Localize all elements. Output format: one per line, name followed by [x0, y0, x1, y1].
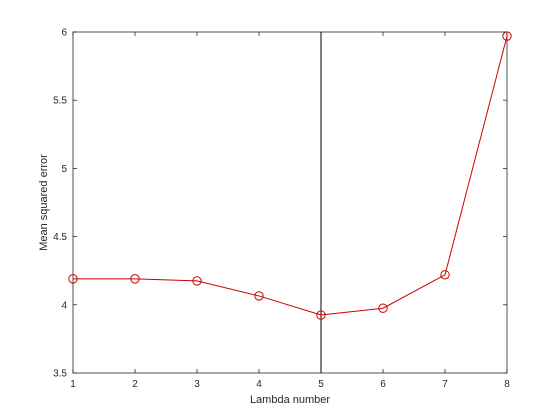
- x-tick-label: 1: [70, 379, 76, 390]
- y-axis-label: Mean squared error: [38, 154, 50, 251]
- x-tick-label: 4: [256, 379, 262, 390]
- y-tick-label: 3.5: [53, 369, 67, 380]
- y-tick-label: 6: [61, 28, 67, 39]
- x-tick-label: 7: [442, 379, 448, 390]
- y-tick-label: 4: [61, 300, 67, 311]
- x-tick-label: 6: [380, 379, 386, 390]
- x-tick-label: 2: [132, 379, 138, 390]
- x-tick-label: 8: [504, 379, 510, 390]
- y-tick-label: 5.5: [53, 96, 67, 107]
- x-tick-label: 5: [318, 379, 324, 390]
- y-tick-label: 4.5: [53, 232, 67, 243]
- x-tick-label: 3: [194, 379, 200, 390]
- x-axis-label: Lambda number: [250, 394, 330, 406]
- y-tick-label: 5: [61, 164, 67, 175]
